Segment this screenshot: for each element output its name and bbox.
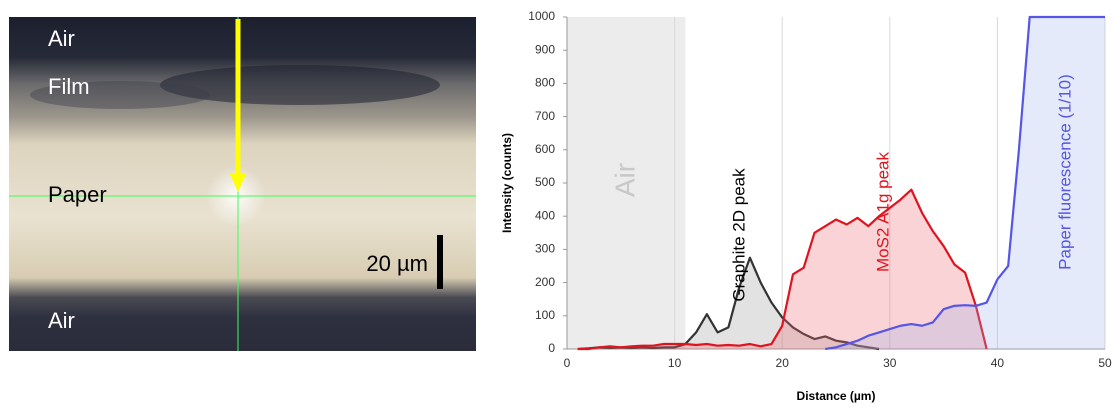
series-line [825,15,1105,351]
y-tick-label: 1000 [528,9,555,23]
y-tick-label: 300 [535,242,555,256]
series-line [577,256,880,351]
x-tick-label: 30 [883,356,897,370]
film-texture [160,65,440,105]
x-axis-label: Distance (µm) [797,389,876,403]
y-tick-label: 0 [548,341,555,355]
series-label: MoS2 A1g peak [873,151,892,272]
micrograph: Air Film Paper Air 20 µm [9,17,476,351]
y-tick-label: 500 [535,175,555,189]
scale-bar-label: 20 µm [366,251,428,276]
y-tick-label: 700 [535,109,555,123]
x-tick-label: 50 [1098,356,1112,370]
series-area [577,189,987,349]
series-line [577,188,988,351]
y-axis-label: Intensity (counts) [500,133,514,233]
region-label: Air [609,163,640,197]
scan-arrow-head [230,174,246,192]
y-tick-label: 400 [535,208,555,222]
y-tick-label: 200 [535,275,555,289]
x-tick-label: 20 [776,356,790,370]
shaded-region [567,17,686,349]
layer-label: Paper [48,182,107,207]
film-texture [30,81,210,109]
x-tick-label: 40 [991,356,1005,370]
x-tick-label: 10 [668,356,682,370]
y-tick-label: 800 [535,76,555,90]
y-tick-label: 100 [535,308,555,322]
layer-label: Film [48,74,90,99]
y-tick-label: 600 [535,142,555,156]
y-tick-label: 900 [535,42,555,56]
layer-label: Air [48,26,75,51]
series-area [577,257,880,349]
layer-label: Air [48,308,75,333]
series-label: Graphite 2D peak [729,168,748,302]
series-area [825,17,1105,349]
x-tick-label: 0 [564,356,571,370]
series-label: Paper fluorescence (1/10) [1055,74,1074,270]
